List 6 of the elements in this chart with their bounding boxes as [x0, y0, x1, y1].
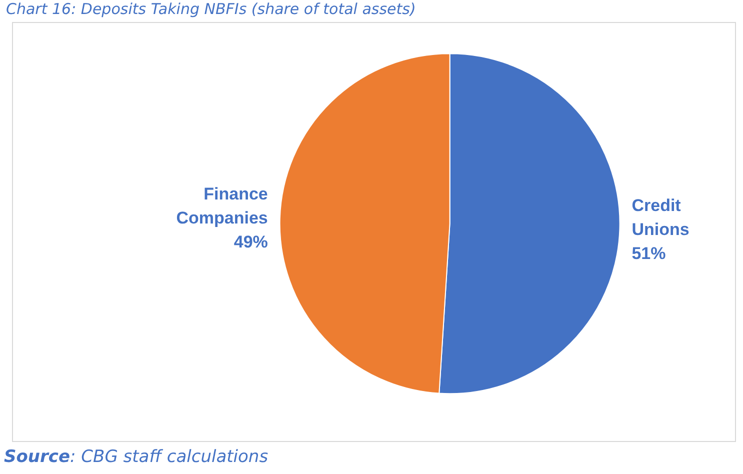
- chart-title: Chart 16: Deposits Taking NBFIs (share of total assets): [6, 0, 416, 18]
- data-label: 49%: [234, 232, 268, 252]
- slice-label: Finance Companies: [176, 184, 268, 228]
- data-label: 51%: [632, 244, 666, 263]
- source-note: Source: CBG staff calculations: [4, 447, 268, 467]
- slice-label: Credit Unions: [632, 196, 690, 239]
